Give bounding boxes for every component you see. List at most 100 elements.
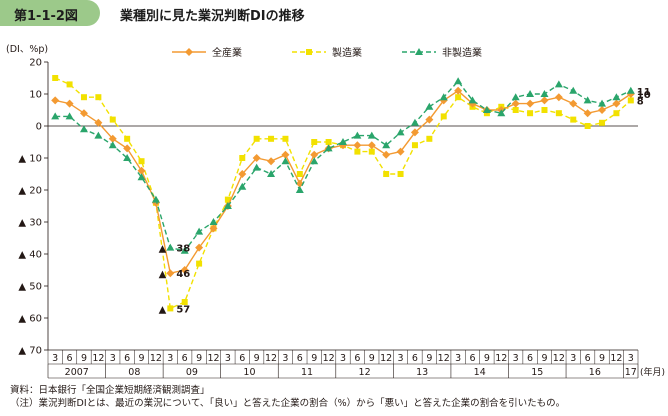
value-label: 46 bbox=[176, 269, 190, 280]
month-tick-label: 12 bbox=[610, 353, 622, 364]
value-label: 10 bbox=[637, 90, 651, 101]
series-line bbox=[55, 89, 632, 275]
data-point bbox=[396, 147, 405, 156]
data-point bbox=[526, 99, 535, 108]
data-point bbox=[383, 171, 390, 177]
year-label: 11 bbox=[301, 367, 313, 378]
data-point bbox=[583, 96, 592, 104]
data-point bbox=[268, 135, 275, 142]
data-point bbox=[238, 170, 247, 178]
data-point bbox=[382, 150, 391, 159]
month-tick-label: 9 bbox=[484, 353, 490, 364]
data-point bbox=[540, 96, 549, 105]
data-point bbox=[223, 202, 232, 209]
data-point bbox=[65, 112, 74, 120]
data-point bbox=[569, 86, 578, 94]
data-point bbox=[109, 116, 116, 123]
month-tick-label: 12 bbox=[380, 353, 392, 364]
data-point bbox=[612, 99, 621, 108]
data-point bbox=[124, 135, 131, 142]
data-point bbox=[267, 170, 276, 177]
data-point bbox=[281, 150, 290, 159]
month-tick-label: 3 bbox=[282, 353, 288, 364]
month-tick-label: 6 bbox=[297, 353, 303, 364]
month-tick-label: 12 bbox=[207, 353, 219, 364]
figure-title: 業種別に見た業況判断DIの推移 bbox=[120, 9, 305, 24]
value-label: 38 bbox=[176, 244, 190, 255]
month-tick-label: 3 bbox=[340, 353, 346, 364]
data-point bbox=[439, 93, 448, 101]
legend-marker bbox=[415, 48, 423, 55]
month-tick-label: 9 bbox=[311, 353, 317, 364]
month-tick-label: 9 bbox=[196, 353, 202, 364]
y-tick-label: 10 bbox=[29, 90, 42, 101]
data-point bbox=[180, 246, 189, 254]
series-layer bbox=[51, 75, 635, 312]
legend-label: 非製造業 bbox=[442, 46, 482, 59]
year-label: 17 bbox=[625, 367, 637, 378]
data-point bbox=[123, 144, 132, 153]
data-point bbox=[511, 93, 520, 101]
data-point bbox=[511, 99, 520, 108]
y-tick-label: ▲ 20 bbox=[18, 186, 42, 197]
data-point bbox=[410, 118, 419, 126]
data-point bbox=[79, 109, 88, 118]
data-point bbox=[584, 123, 591, 129]
data-point bbox=[512, 107, 519, 113]
data-point bbox=[598, 106, 607, 114]
data-point bbox=[94, 131, 103, 139]
data-point bbox=[396, 128, 405, 136]
month-tick-label: 3 bbox=[110, 353, 116, 364]
value-label: 57 bbox=[176, 304, 190, 315]
data-point bbox=[267, 157, 276, 166]
data-point bbox=[627, 97, 634, 104]
data-point bbox=[108, 134, 117, 143]
month-tick-label: 9 bbox=[426, 353, 432, 364]
figure-tab bbox=[0, 0, 100, 26]
year-label: 09 bbox=[186, 367, 198, 378]
value-label-marker: ▲ bbox=[159, 269, 167, 280]
data-point bbox=[167, 305, 174, 312]
series-line bbox=[55, 80, 632, 252]
data-point bbox=[367, 141, 376, 150]
data-point bbox=[209, 224, 218, 233]
data-point bbox=[339, 138, 347, 145]
data-point bbox=[51, 112, 60, 120]
data-point bbox=[66, 81, 73, 88]
data-point bbox=[468, 96, 477, 104]
month-tick-label: 3 bbox=[513, 353, 519, 364]
data-point bbox=[583, 109, 592, 118]
data-point bbox=[612, 93, 621, 101]
data-point bbox=[281, 157, 290, 165]
year-label: 13 bbox=[416, 367, 428, 378]
data-point bbox=[311, 139, 318, 145]
month-tick-label: 6 bbox=[124, 353, 130, 364]
data-point bbox=[65, 99, 74, 108]
data-point bbox=[426, 135, 433, 142]
x-unit-label: (年月) bbox=[640, 366, 665, 378]
legend-marker bbox=[306, 49, 312, 55]
legend-item: 非製造業 bbox=[402, 46, 482, 59]
month-tick-label: 3 bbox=[398, 353, 404, 364]
month-tick-label: 12 bbox=[553, 353, 565, 364]
data-point bbox=[238, 182, 247, 190]
data-point bbox=[95, 94, 102, 101]
month-tick-label: 12 bbox=[495, 353, 507, 364]
legend-label: 全産業 bbox=[212, 46, 242, 59]
data-point bbox=[181, 299, 188, 305]
data-point bbox=[555, 110, 562, 117]
data-point bbox=[180, 266, 189, 274]
data-point bbox=[425, 115, 434, 124]
month-tick-label: 6 bbox=[585, 353, 591, 364]
month-tick-label: 6 bbox=[469, 353, 475, 364]
y-tick-label: ▲ 70 bbox=[18, 346, 42, 357]
y-axis-label: (DI、%p) bbox=[6, 44, 48, 55]
value-label-marker: ▲ bbox=[159, 304, 167, 315]
data-point bbox=[195, 243, 204, 252]
data-point bbox=[455, 94, 462, 101]
data-point bbox=[137, 173, 146, 181]
month-tick-label: 12 bbox=[92, 353, 104, 364]
data-point bbox=[80, 94, 87, 101]
legend-item: 製造業 bbox=[292, 46, 362, 59]
